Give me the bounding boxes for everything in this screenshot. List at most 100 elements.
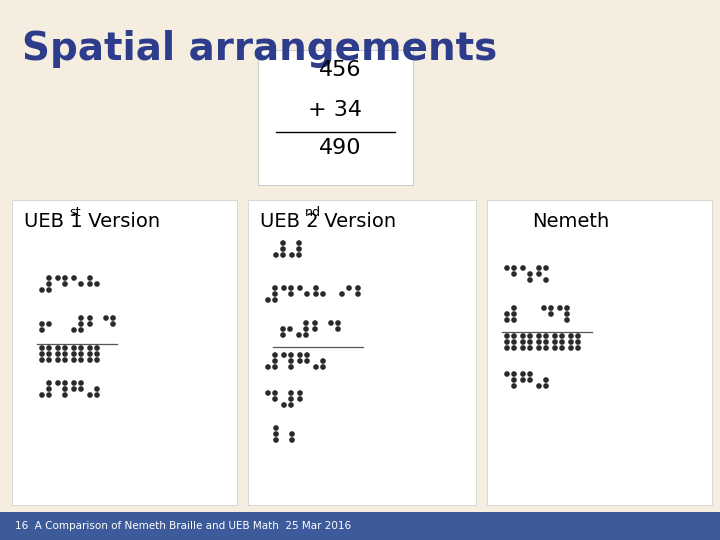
Circle shape [79,282,83,286]
Circle shape [505,346,509,350]
Circle shape [505,334,509,338]
Circle shape [560,334,564,338]
Circle shape [313,327,317,331]
Circle shape [72,387,76,391]
Circle shape [313,321,317,325]
FancyBboxPatch shape [258,50,413,185]
Circle shape [528,272,532,276]
Circle shape [521,346,525,350]
Circle shape [288,327,292,331]
Circle shape [304,333,308,337]
Circle shape [569,346,573,350]
Circle shape [512,384,516,388]
Bar [0,512,720,540]
Circle shape [321,365,325,369]
Circle shape [88,276,92,280]
Text: nd: nd [305,206,321,219]
Circle shape [560,340,564,344]
FancyBboxPatch shape [487,200,712,505]
Circle shape [569,334,573,338]
Circle shape [528,378,532,382]
Circle shape [512,266,516,270]
Circle shape [63,358,67,362]
Circle shape [569,340,573,344]
Circle shape [47,358,51,362]
Circle shape [512,340,516,344]
Circle shape [505,266,509,270]
Circle shape [314,286,318,290]
Circle shape [47,276,51,280]
Circle shape [340,292,344,296]
FancyBboxPatch shape [12,200,237,505]
Circle shape [273,359,277,363]
Circle shape [305,292,309,296]
Circle shape [298,353,302,357]
Circle shape [281,241,285,245]
Circle shape [274,432,278,436]
Circle shape [281,253,285,257]
Circle shape [79,322,83,326]
Circle shape [297,241,301,245]
Circle shape [40,352,44,356]
Circle shape [79,352,83,356]
Circle shape [558,306,562,310]
Circle shape [553,334,557,338]
Circle shape [266,298,270,302]
Circle shape [537,384,541,388]
Circle shape [576,334,580,338]
Circle shape [273,286,277,290]
Circle shape [314,365,318,369]
Circle shape [63,381,67,385]
Circle shape [537,266,541,270]
Circle shape [273,397,277,401]
Circle shape [95,346,99,350]
Circle shape [544,340,548,344]
Circle shape [336,321,340,325]
Circle shape [521,266,525,270]
Circle shape [544,378,548,382]
Circle shape [63,352,67,356]
Circle shape [512,306,516,310]
Text: 456: 456 [319,60,361,80]
Circle shape [63,276,67,280]
Circle shape [321,292,325,296]
Text: Spatial arrangements: Spatial arrangements [22,30,498,68]
Circle shape [290,438,294,442]
Circle shape [47,393,51,397]
Circle shape [512,318,516,322]
Circle shape [537,346,541,350]
Circle shape [56,352,60,356]
Circle shape [72,346,76,350]
Circle shape [72,276,76,280]
Circle shape [289,286,293,290]
Circle shape [298,391,302,395]
Circle shape [95,282,99,286]
Circle shape [356,286,360,290]
Circle shape [289,359,293,363]
Circle shape [266,391,270,395]
Circle shape [40,288,44,292]
Text: UEB 1: UEB 1 [24,212,83,231]
Circle shape [289,353,293,357]
Circle shape [63,393,67,397]
Text: Version: Version [318,212,396,231]
Circle shape [47,381,51,385]
Circle shape [88,352,92,356]
Circle shape [273,353,277,357]
FancyBboxPatch shape [248,200,476,505]
Circle shape [79,346,83,350]
Circle shape [40,346,44,350]
Circle shape [289,292,293,296]
Circle shape [512,372,516,376]
Circle shape [297,333,301,337]
Circle shape [298,286,302,290]
Circle shape [72,352,76,356]
Circle shape [72,358,76,362]
Circle shape [298,397,302,401]
Circle shape [47,282,51,286]
Circle shape [512,312,516,316]
Circle shape [88,393,92,397]
Circle shape [544,334,548,338]
Circle shape [565,318,569,322]
Circle shape [274,426,278,430]
